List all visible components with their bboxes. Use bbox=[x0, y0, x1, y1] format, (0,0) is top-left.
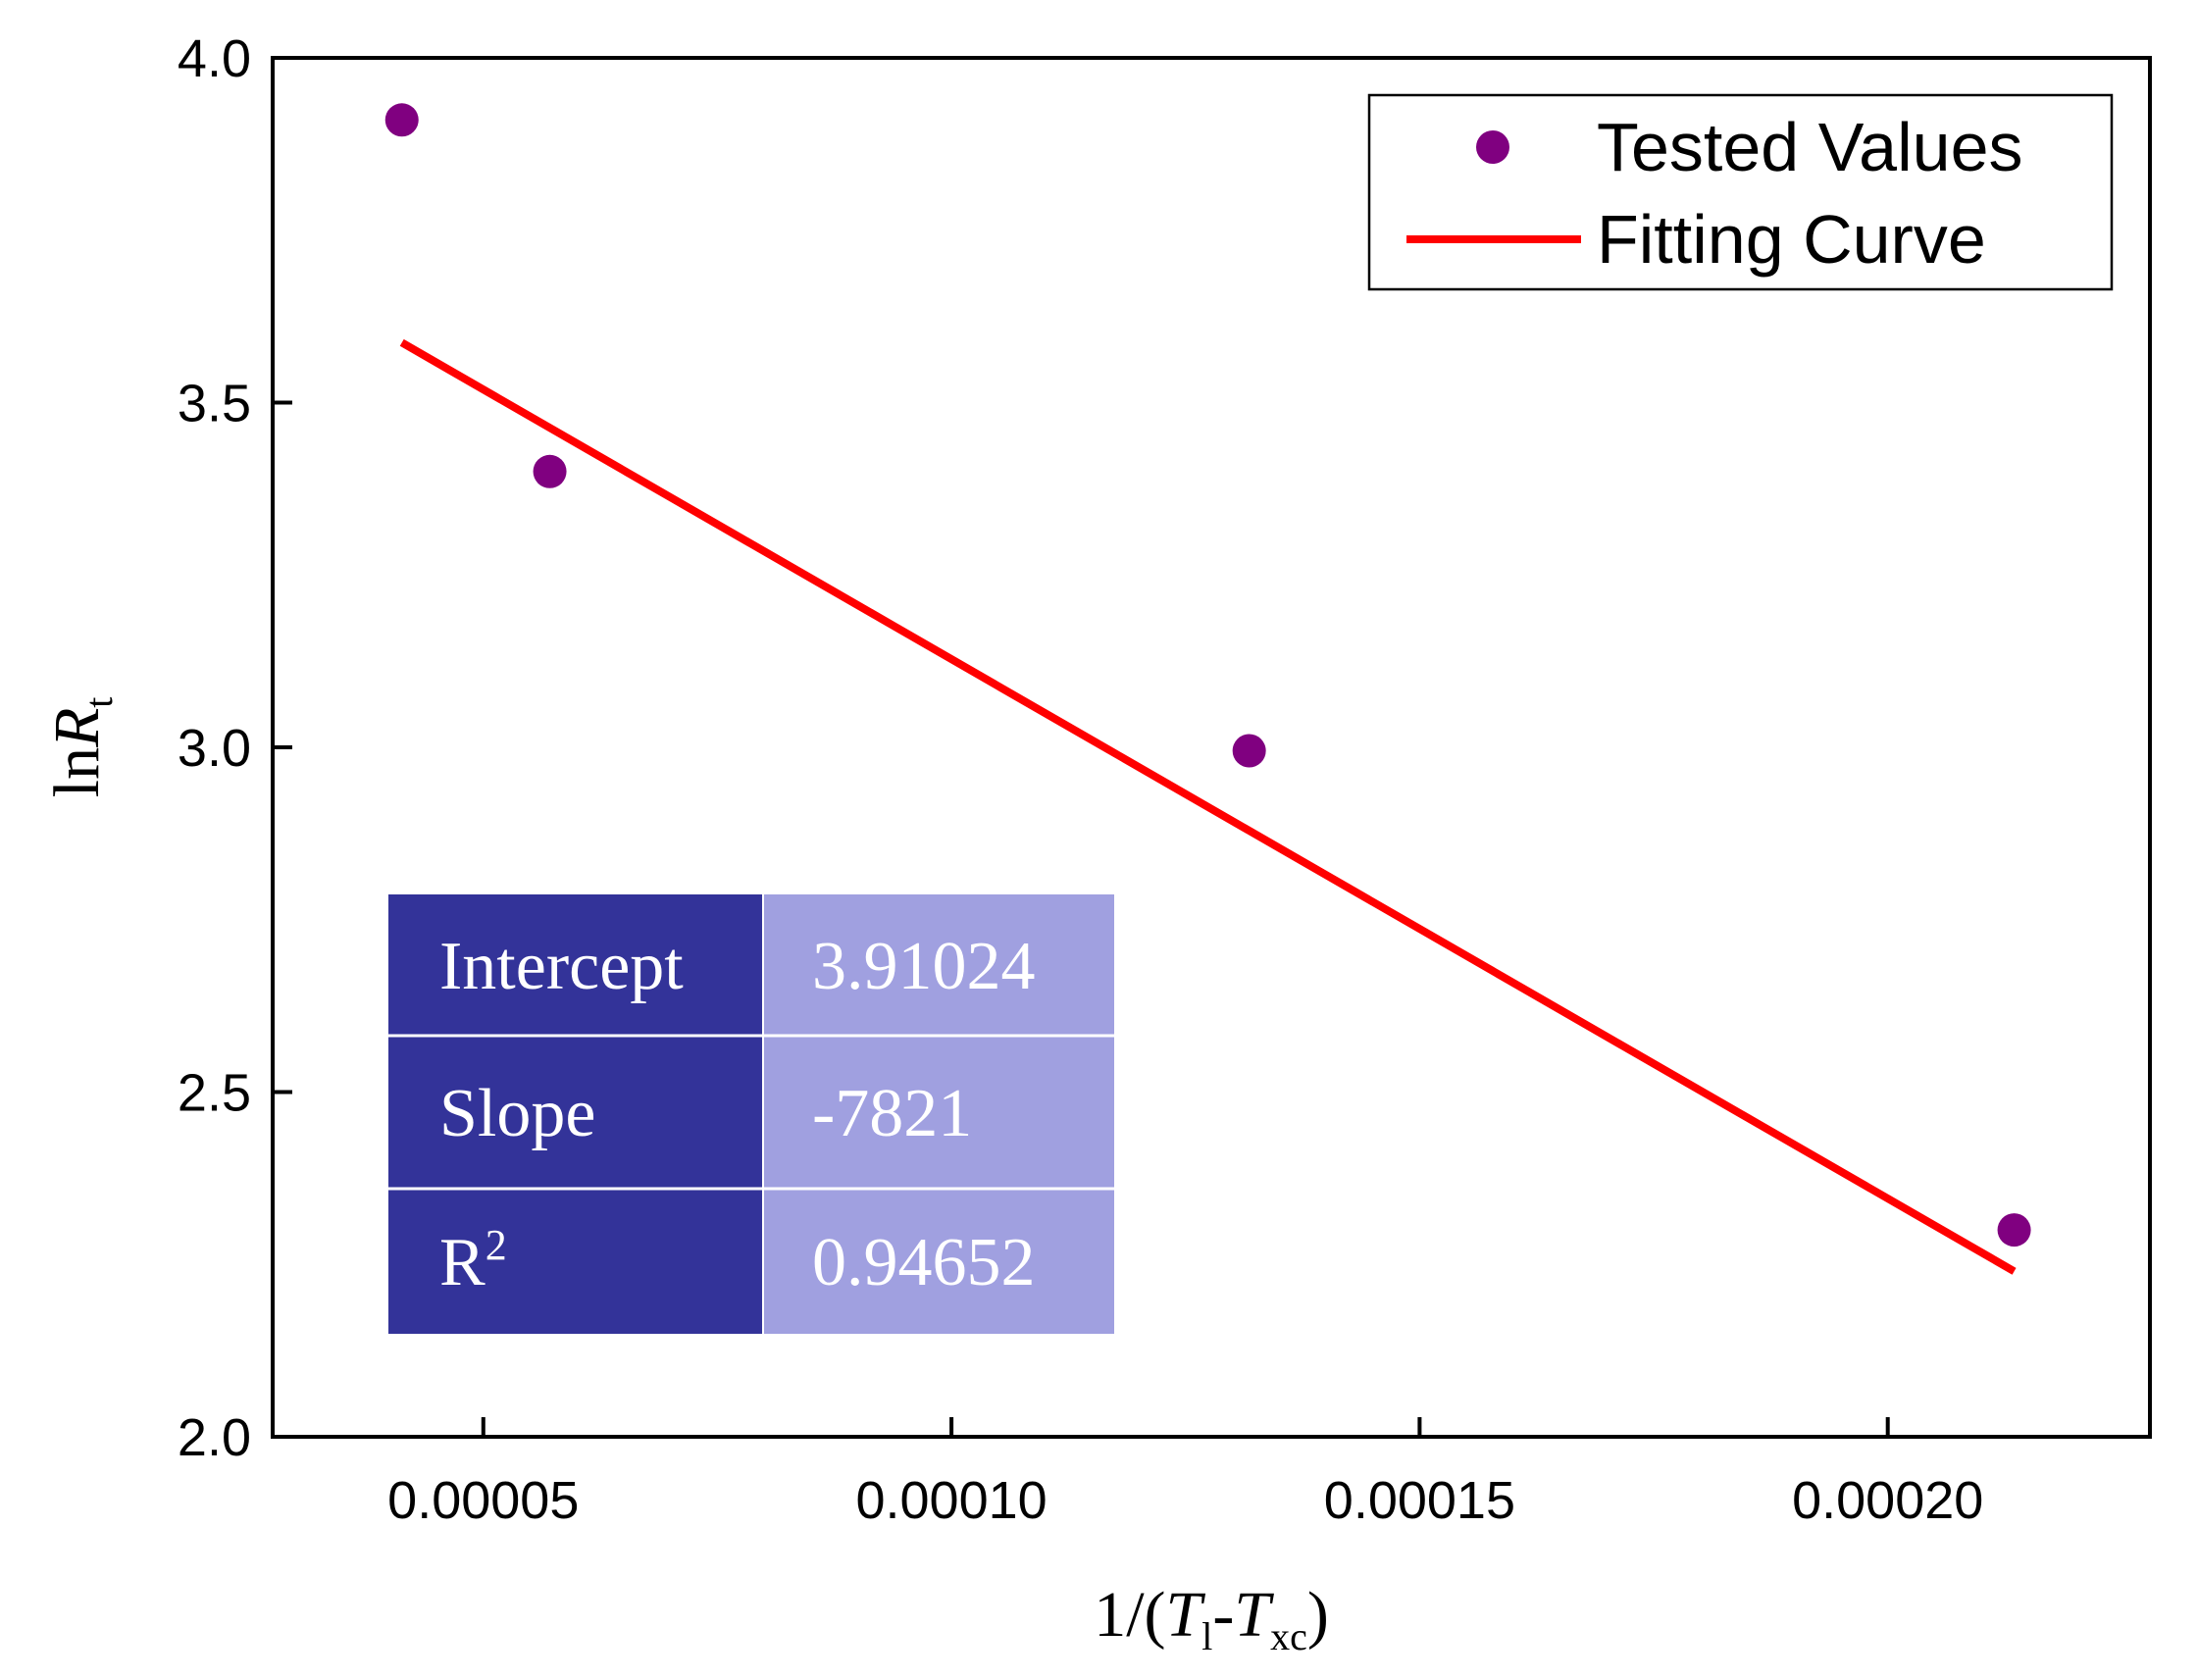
fitting-curve-line bbox=[399, 338, 2017, 1275]
fit-table-value: -7821 bbox=[812, 1076, 972, 1151]
x-axis-title: 1/(Tl-Txc) bbox=[1094, 1579, 1329, 1658]
fit-table-value: 0.94652 bbox=[812, 1225, 1036, 1300]
x-axis-title-t1-sub: l bbox=[1201, 1614, 1212, 1658]
data-point bbox=[1232, 734, 1266, 768]
y-axis-title: lnRt bbox=[41, 697, 121, 798]
x-axis-title-dash: - bbox=[1212, 1579, 1234, 1651]
legend-box bbox=[1367, 93, 2114, 291]
legend-marker-tested-values bbox=[1476, 130, 1509, 164]
fit-table-value-cell bbox=[763, 1036, 1114, 1189]
y-tick-label: 3.5 bbox=[178, 375, 251, 433]
fit-table-label-cell bbox=[388, 1036, 763, 1189]
y-axis-title-prefix: ln bbox=[41, 747, 113, 797]
y-axis-title-sub: t bbox=[77, 697, 121, 708]
x-axis-title-t1: T bbox=[1166, 1579, 1206, 1651]
legend-label-tested-values: Tested Values bbox=[1597, 109, 2023, 185]
fit-table-label: Intercept bbox=[439, 929, 684, 1004]
fit-table-label-cell bbox=[388, 894, 763, 1036]
x-tick-label: 0.00015 bbox=[1324, 1471, 1515, 1530]
y-axis-title-var: R bbox=[41, 708, 113, 748]
data-point bbox=[384, 103, 419, 137]
fit-table-label-cell bbox=[388, 1189, 763, 1334]
data-point bbox=[1997, 1213, 2031, 1247]
x-axis-title-t2: T bbox=[1234, 1579, 1274, 1651]
tested-values-points bbox=[384, 103, 2031, 1247]
y-tick-label: 3.0 bbox=[178, 719, 251, 778]
x-tick-label: 0.00005 bbox=[387, 1471, 579, 1530]
y-tick-label: 4.0 bbox=[178, 29, 251, 88]
fit-table-value-cell bbox=[763, 894, 1114, 1036]
x-axis-title-t2-sub: xc bbox=[1270, 1614, 1307, 1658]
legend: Tested Values Fitting Curve bbox=[1367, 93, 2114, 291]
x-axis-title-prefix: 1/( bbox=[1094, 1579, 1165, 1651]
fit-table-value-cell bbox=[763, 1189, 1114, 1334]
y-tick-label: 2.0 bbox=[178, 1408, 251, 1467]
y-axis: 2.0 2.5 3.0 3.5 4.0 bbox=[178, 29, 292, 1467]
fit-table-label-sup: 2 bbox=[485, 1221, 507, 1269]
x-tick-label: 0.00020 bbox=[1792, 1471, 1983, 1530]
x-tick-label: 0.00010 bbox=[855, 1471, 1047, 1530]
fit-table-label: Slope bbox=[439, 1076, 595, 1151]
data-point bbox=[533, 454, 567, 488]
fit-table-value: 3.91024 bbox=[812, 929, 1036, 1004]
x-axis: 0.00005 0.00010 0.00015 0.00020 bbox=[387, 1417, 1983, 1530]
x-axis-title-suffix: ) bbox=[1307, 1579, 1329, 1651]
legend-label-fitting-curve: Fitting Curve bbox=[1597, 201, 1986, 278]
y-tick-label: 2.5 bbox=[178, 1064, 251, 1123]
